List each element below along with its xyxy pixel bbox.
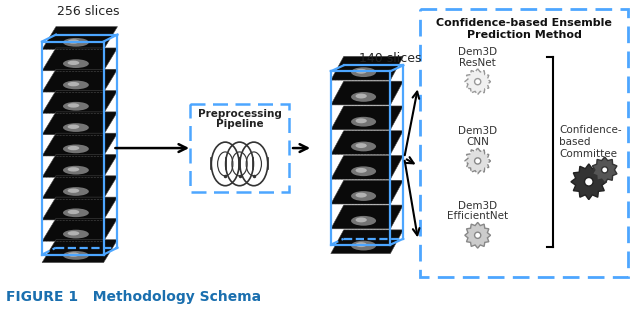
Text: Preprocessing: Preprocessing [198,109,282,119]
Polygon shape [571,164,607,200]
Ellipse shape [63,38,89,47]
Text: based: based [559,137,591,147]
Text: CNN: CNN [466,137,489,147]
Text: Dem3D: Dem3D [458,126,497,136]
Ellipse shape [356,143,367,148]
Text: Confidence-: Confidence- [559,125,621,135]
Ellipse shape [63,81,89,89]
Text: EfficientNet: EfficientNet [447,211,508,221]
Polygon shape [331,205,403,229]
Polygon shape [42,176,118,199]
Ellipse shape [356,94,367,99]
Polygon shape [465,222,491,248]
Ellipse shape [356,242,367,247]
Polygon shape [42,154,118,177]
Text: Pipeline: Pipeline [216,119,263,129]
Polygon shape [465,69,491,95]
Ellipse shape [68,103,79,108]
Ellipse shape [63,208,89,217]
Polygon shape [42,48,118,71]
Ellipse shape [68,188,79,193]
Polygon shape [465,148,491,174]
Polygon shape [42,133,118,156]
Text: 140 slices: 140 slices [359,52,422,65]
Polygon shape [42,240,118,263]
Text: Prediction Method: Prediction Method [467,30,582,40]
Ellipse shape [356,193,367,197]
Ellipse shape [351,142,376,151]
Polygon shape [331,156,403,179]
Ellipse shape [356,218,367,222]
Ellipse shape [475,158,481,164]
FancyBboxPatch shape [190,104,289,192]
Text: Committee: Committee [559,149,617,159]
Ellipse shape [68,61,79,65]
Ellipse shape [68,82,79,86]
Text: Dem3D: Dem3D [458,201,497,210]
Polygon shape [331,106,403,130]
Ellipse shape [602,167,608,173]
Polygon shape [331,131,403,154]
Ellipse shape [68,39,79,44]
Ellipse shape [351,241,376,250]
Ellipse shape [475,78,481,85]
Text: ResNet: ResNet [460,58,496,68]
Ellipse shape [356,69,367,74]
Ellipse shape [351,166,376,176]
Ellipse shape [68,210,79,214]
Ellipse shape [63,230,89,238]
Polygon shape [42,219,118,241]
Polygon shape [331,180,403,204]
Ellipse shape [68,167,79,171]
Ellipse shape [63,166,89,175]
Polygon shape [42,91,118,113]
Ellipse shape [63,251,89,260]
Ellipse shape [475,232,481,238]
Text: Confidence-based Ensemble: Confidence-based Ensemble [436,18,612,28]
Polygon shape [331,230,403,254]
Polygon shape [331,81,403,105]
Ellipse shape [356,168,367,173]
Ellipse shape [68,125,79,129]
Ellipse shape [351,117,376,126]
Ellipse shape [63,123,89,132]
Ellipse shape [68,252,79,257]
Polygon shape [42,197,118,220]
Ellipse shape [63,59,89,68]
FancyBboxPatch shape [420,9,628,277]
Text: Dem3D: Dem3D [458,47,497,57]
Polygon shape [593,157,617,183]
Polygon shape [42,69,118,92]
Ellipse shape [351,92,376,102]
Ellipse shape [68,146,79,150]
Polygon shape [42,27,118,50]
Ellipse shape [63,144,89,153]
Ellipse shape [351,67,376,77]
Ellipse shape [351,216,376,226]
Ellipse shape [63,187,89,196]
Text: 256 slices: 256 slices [58,5,120,18]
Ellipse shape [63,102,89,111]
Ellipse shape [68,231,79,236]
Text: FIGURE 1   Methodology Schema: FIGURE 1 Methodology Schema [6,290,262,304]
Ellipse shape [584,178,593,186]
Polygon shape [42,112,118,135]
Ellipse shape [356,118,367,123]
Polygon shape [331,56,403,80]
Ellipse shape [351,191,376,201]
